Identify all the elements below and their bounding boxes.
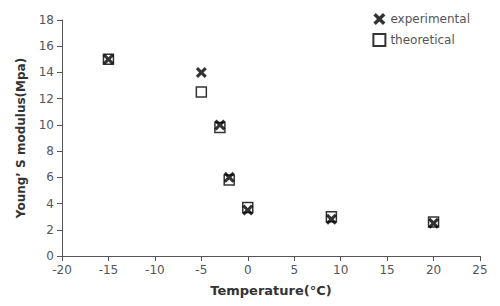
svg-text:-15: -15	[99, 263, 119, 277]
svg-text:2: 2	[46, 223, 54, 237]
svg-text:15: 15	[379, 263, 394, 277]
svg-text:-5: -5	[195, 263, 207, 277]
svg-text:12: 12	[39, 92, 54, 106]
svg-text:Temperature(°C): Temperature(°C)	[210, 283, 331, 298]
svg-text:20: 20	[426, 263, 441, 277]
svg-text:experimental: experimental	[390, 12, 470, 26]
svg-text:14: 14	[39, 65, 54, 79]
svg-text:theoretical: theoretical	[390, 33, 454, 47]
svg-text:8: 8	[46, 144, 54, 158]
svg-text:10: 10	[39, 118, 54, 132]
svg-text:0: 0	[46, 249, 54, 263]
svg-text:25: 25	[472, 263, 487, 277]
svg-text:Young’ S modulus(Mpa): Young’ S modulus(Mpa)	[14, 58, 28, 219]
svg-text:16: 16	[39, 39, 54, 53]
svg-text:0: 0	[244, 263, 252, 277]
svg-text:6: 6	[46, 170, 54, 184]
svg-text:4: 4	[46, 197, 54, 211]
svg-text:-10: -10	[145, 263, 165, 277]
svg-text:5: 5	[290, 263, 298, 277]
svg-text:-20: -20	[52, 263, 72, 277]
svg-text:18: 18	[39, 13, 54, 27]
svg-text:10: 10	[333, 263, 348, 277]
